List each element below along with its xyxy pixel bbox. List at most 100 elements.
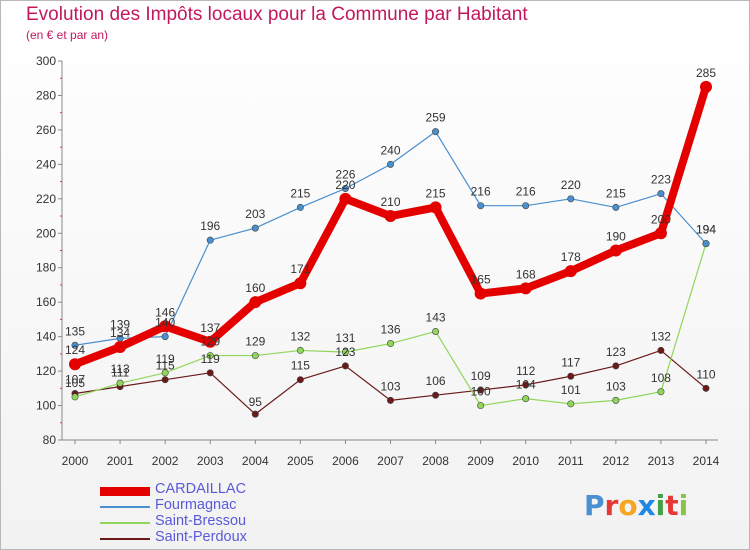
data-label: 165 [471, 273, 491, 287]
legend-swatch [100, 486, 150, 496]
proxiti-logo: Proxiti [584, 489, 688, 522]
data-label: 129 [200, 335, 220, 349]
logo-letter: x [637, 489, 656, 522]
data-point [386, 340, 394, 348]
data-label: 132 [651, 329, 671, 343]
data-point [564, 265, 577, 278]
data-label: 203 [245, 207, 265, 221]
data-point [341, 362, 349, 370]
data-label: 134 [110, 326, 130, 340]
data-label: 95 [249, 395, 263, 409]
data-label: 216 [516, 185, 536, 199]
data-label: 115 [156, 359, 175, 373]
data-label: 139 [110, 317, 130, 331]
data-point [294, 277, 307, 290]
data-point [386, 160, 394, 168]
x-tick-label: 2009 [467, 454, 494, 468]
data-label: 124 [65, 343, 85, 357]
x-tick-label: 2001 [107, 454, 134, 468]
data-point [386, 396, 394, 404]
data-point [206, 236, 214, 244]
data-point [477, 202, 485, 210]
data-point [251, 352, 259, 360]
data-point [657, 388, 665, 396]
data-point [477, 386, 485, 394]
data-label: 160 [245, 281, 265, 295]
data-label: 223 [651, 173, 671, 187]
data-point [702, 240, 710, 248]
data-point [522, 202, 530, 210]
data-point [612, 203, 620, 211]
data-point [251, 224, 259, 232]
data-point [477, 402, 485, 410]
x-tick-label: 2007 [377, 454, 404, 468]
data-label: 105 [65, 376, 85, 390]
data-point [161, 369, 169, 377]
data-point [432, 391, 440, 399]
legend-label: CARDAILLAC [155, 481, 247, 497]
data-point [71, 341, 79, 349]
legend-label: Saint-Perdoux [155, 529, 247, 545]
data-point [161, 376, 169, 384]
data-label: 143 [426, 310, 446, 324]
data-label: 110 [696, 367, 715, 381]
x-tick-label: 2008 [422, 454, 449, 468]
data-point [567, 372, 575, 380]
data-point [341, 184, 349, 192]
y-tick-label: 120 [36, 364, 56, 378]
data-point [432, 128, 440, 136]
data-point [429, 201, 442, 214]
x-tick-label: 2014 [693, 454, 720, 468]
data-label: 215 [290, 186, 310, 200]
y-tick-label: 280 [36, 88, 56, 102]
data-point [296, 203, 304, 211]
x-tick-label: 2003 [197, 454, 224, 468]
data-point [114, 340, 127, 353]
data-label: 111 [111, 366, 130, 380]
data-point [116, 379, 124, 387]
data-label: 194 [696, 223, 716, 237]
data-point [206, 352, 214, 360]
data-point [654, 227, 667, 240]
logo-letter: o [618, 489, 638, 522]
data-label: 226 [335, 167, 355, 181]
data-label: 113 [111, 362, 130, 376]
data-label: 137 [200, 321, 220, 335]
data-label: 178 [561, 250, 581, 264]
data-label: 123 [335, 345, 355, 359]
data-label: 136 [380, 323, 400, 337]
legend-label: Fourmagnac [155, 497, 237, 513]
data-point [522, 395, 530, 403]
legend-item: Saint-Perdoux [100, 529, 320, 547]
data-label: 259 [426, 111, 446, 125]
y-tick-label: 220 [36, 192, 56, 206]
data-point [567, 195, 575, 203]
data-point [519, 282, 532, 295]
data-label: 240 [380, 143, 400, 157]
data-label: 220 [561, 178, 581, 192]
y-tick-label: 180 [36, 261, 56, 275]
logo-letter: i [678, 489, 689, 522]
data-label: 119 [156, 352, 175, 366]
data-label: 200 [651, 212, 671, 226]
data-point [71, 393, 79, 401]
data-point [206, 369, 214, 377]
data-point [567, 400, 575, 408]
data-label: 146 [155, 305, 175, 319]
data-label: 101 [561, 383, 581, 397]
chart-title: Evolution des Impôts locaux pour la Comm… [26, 4, 528, 25]
legend-label: Saint-Bressou [155, 513, 247, 529]
y-tick-label: 140 [36, 330, 56, 344]
data-label: 194 [696, 223, 716, 237]
data-point [384, 210, 397, 223]
data-label: 106 [426, 374, 446, 388]
y-tick-label: 260 [36, 123, 56, 137]
data-point [609, 244, 622, 257]
data-label: 107 [65, 372, 85, 386]
data-point [432, 327, 440, 335]
data-label: 109 [471, 369, 491, 383]
y-tick-label: 300 [36, 54, 56, 68]
data-label: 117 [561, 355, 580, 369]
